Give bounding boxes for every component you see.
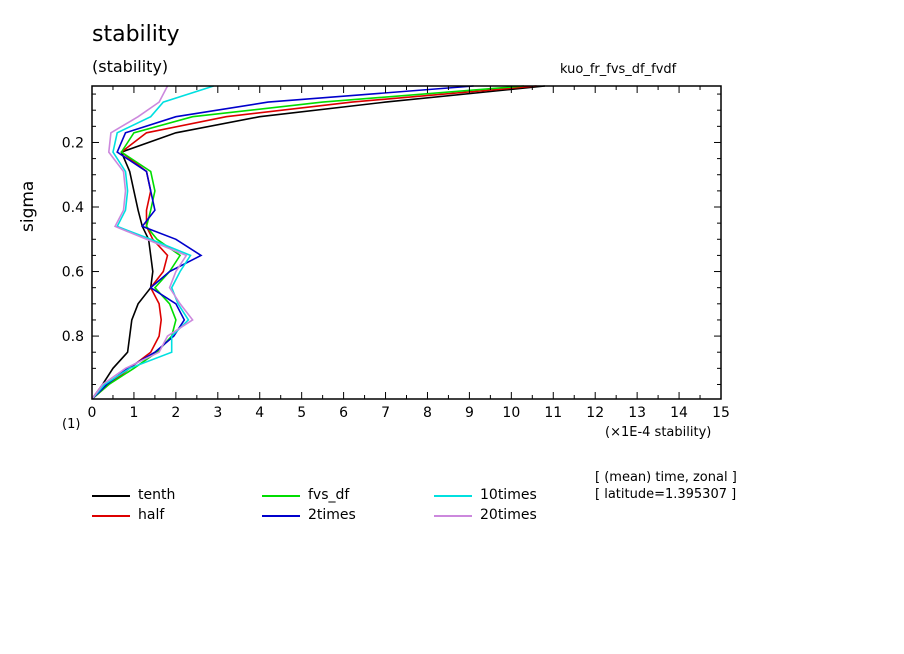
note-latitude: [ latitude=1.395307 ] — [595, 487, 737, 502]
legend-label: 10times — [480, 487, 537, 503]
x-tick-label: 1 — [129, 405, 138, 421]
legend-swatch — [434, 515, 472, 517]
series-line-half — [91, 85, 537, 400]
series-line-2times — [91, 85, 474, 400]
x-tick-label: 14 — [670, 405, 688, 421]
series-line-10times — [91, 85, 214, 400]
y-tick-label: 0.2 — [62, 135, 84, 151]
x-axis-unit-label: (×1E-4 stability) — [605, 425, 712, 440]
x-tick-label: 8 — [423, 405, 432, 421]
x-tick-label: 4 — [255, 405, 264, 421]
x-tick-label: 10 — [502, 405, 520, 421]
x-tick-label: 13 — [628, 405, 646, 421]
legend-label: tenth — [138, 487, 176, 503]
chart-title: stability — [92, 22, 180, 47]
x-tick-label: 6 — [339, 405, 348, 421]
legend-swatch — [92, 495, 130, 497]
legend-label: fvs_df — [308, 487, 350, 503]
y-tick-label: 0.8 — [62, 329, 84, 345]
y-tick-label: 0.6 — [62, 265, 84, 281]
corner-label: (1) — [62, 417, 81, 432]
chart-subtitle: (stability) — [92, 57, 169, 76]
x-tick-label: 11 — [544, 405, 562, 421]
legend-swatch — [262, 515, 300, 517]
legend-label: 20times — [480, 507, 537, 523]
x-tick-label: 7 — [381, 405, 390, 421]
x-tick-label: 12 — [586, 405, 604, 421]
axis-ticks: 0 1 2 3 4 5 6 7 8 9 10 11 12 13 14 150.20.40.60.8 — [62, 86, 730, 421]
note-mean-time: [ (mean) time, zonal ] — [595, 470, 737, 485]
x-tick-label: 3 — [213, 405, 222, 421]
x-tick-label: 2 — [171, 405, 180, 421]
legend-label: 2times — [308, 507, 356, 523]
series-line-20times — [91, 85, 194, 400]
series-lines — [91, 85, 545, 400]
x-tick-label: 0 — [88, 405, 97, 421]
x-tick-label: 5 — [297, 405, 306, 421]
plot-border — [91, 85, 722, 400]
x-tick-label: 15 — [712, 405, 730, 421]
x-tick-label: 9 — [465, 405, 474, 421]
legend-swatch — [434, 495, 472, 497]
legend-swatch — [92, 515, 130, 517]
legend-swatch — [262, 495, 300, 497]
y-tick-label: 0.4 — [62, 200, 84, 216]
legend-label: half — [138, 507, 165, 523]
plot-frame — [91, 85, 722, 400]
series-line-tenth — [91, 85, 545, 400]
run-label: kuo_fr_fvs_df_fvdf — [560, 62, 677, 77]
